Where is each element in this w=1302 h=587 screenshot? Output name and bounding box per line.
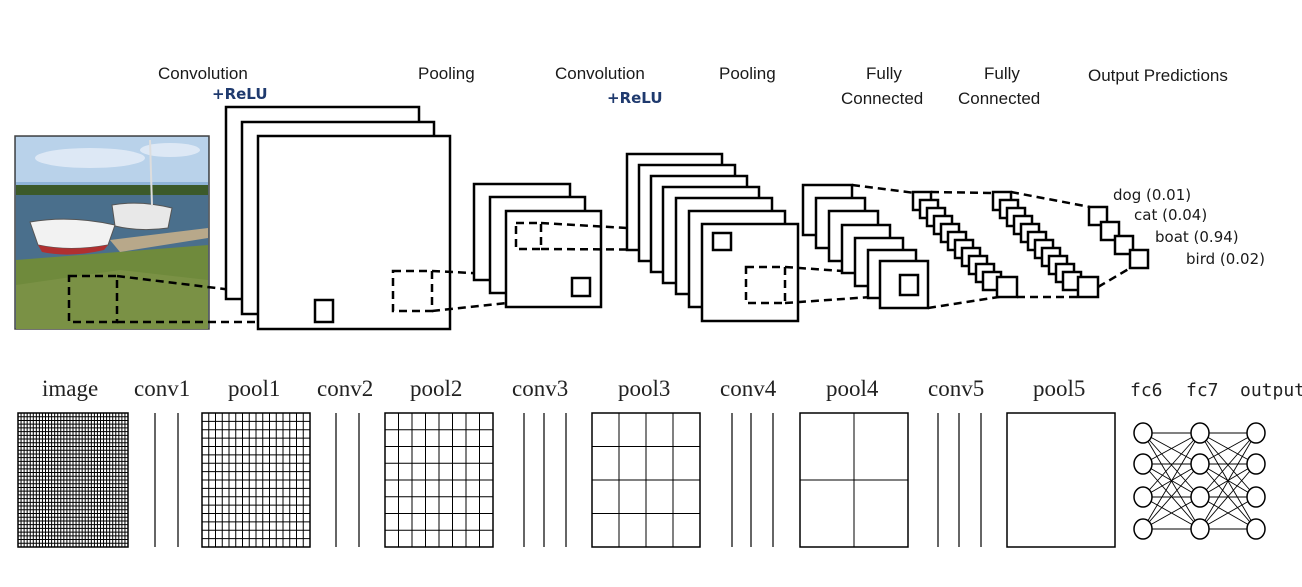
stage-label-conv1: Convolution	[158, 64, 248, 83]
projection-line	[851, 183, 916, 195]
stage-label-pool1: Pooling	[418, 64, 475, 83]
layer-label-pool1: pool1	[228, 376, 280, 401]
stage-label-pool2: Pooling	[719, 64, 776, 83]
output-neurons	[1087, 205, 1150, 270]
pool1-grid	[201, 412, 311, 548]
stage-label-conv2: Convolution	[555, 64, 645, 83]
conv2-output-unit	[711, 231, 733, 252]
prediction-cat: cat (0.04)	[1134, 206, 1207, 224]
pool1-output-unit	[570, 276, 592, 298]
stage-label-fc1-line1: Fully	[866, 64, 902, 83]
conv1-feature-maps	[224, 105, 452, 331]
pool1-receptive-field	[391, 269, 434, 313]
layer-label-output: output	[1240, 380, 1302, 401]
layer-label-conv4: conv4	[720, 376, 777, 401]
layer-label-conv2: conv2	[317, 376, 373, 401]
layer-label-pool4: pool4	[826, 376, 879, 401]
image-grid	[17, 412, 129, 548]
projection-line	[1010, 190, 1091, 209]
projection-line	[116, 274, 316, 302]
fully-connected-network	[1133, 422, 1266, 540]
fc2-neurons	[991, 190, 1100, 299]
layer-label-pool2: pool2	[410, 376, 462, 401]
stage-label-fc2-line2: Connected	[958, 89, 1040, 108]
prediction-boat: boat (0.94)	[1155, 228, 1239, 246]
layer-label-fc7: fc7	[1186, 380, 1219, 401]
stage-sublabel-conv2: +ReLU	[607, 89, 663, 107]
input-photo	[14, 135, 210, 330]
image-receptive-field	[67, 274, 119, 324]
layer-label-pool5: pool5	[1033, 376, 1085, 401]
layer-label-conv5: conv5	[928, 376, 984, 401]
pool1-feature-maps	[472, 182, 603, 309]
pool3-grid	[591, 412, 701, 548]
conv4-separators	[731, 413, 774, 547]
conv2-feature-maps	[625, 152, 800, 323]
conv1-separators	[154, 413, 179, 547]
pool4-grid	[799, 412, 909, 548]
projection-line	[1097, 265, 1133, 289]
fc1-neurons	[911, 190, 1019, 299]
stage-label-fc2-line1: Fully	[984, 64, 1020, 83]
stage-sublabel-conv1: +ReLU	[212, 85, 268, 103]
layer-label-fc6: fc6	[1130, 380, 1163, 401]
pool2-output-unit	[898, 273, 920, 297]
pool2-grid	[384, 412, 494, 548]
conv5-separators	[937, 413, 982, 547]
layer-label-conv1: conv1	[134, 376, 190, 401]
stage-label-output: Output Predictions	[1088, 66, 1228, 85]
layer-label-image: image	[42, 376, 98, 401]
prediction-dog: dog (0.01)	[1113, 186, 1191, 204]
layer-label-conv3: conv3	[512, 376, 568, 401]
conv1-output-unit	[313, 298, 335, 324]
layer-label-pool3: pool3	[618, 376, 670, 401]
stage-label-fc1-line2: Connected	[841, 89, 923, 108]
pool5-grid	[1006, 412, 1116, 548]
conv2-separators	[335, 413, 360, 547]
conv3-separators	[523, 413, 567, 547]
projection-line	[930, 190, 994, 195]
projection-line	[927, 294, 1006, 310]
prediction-bird: bird (0.02)	[1186, 250, 1265, 268]
conv2-pool-field	[744, 265, 787, 305]
